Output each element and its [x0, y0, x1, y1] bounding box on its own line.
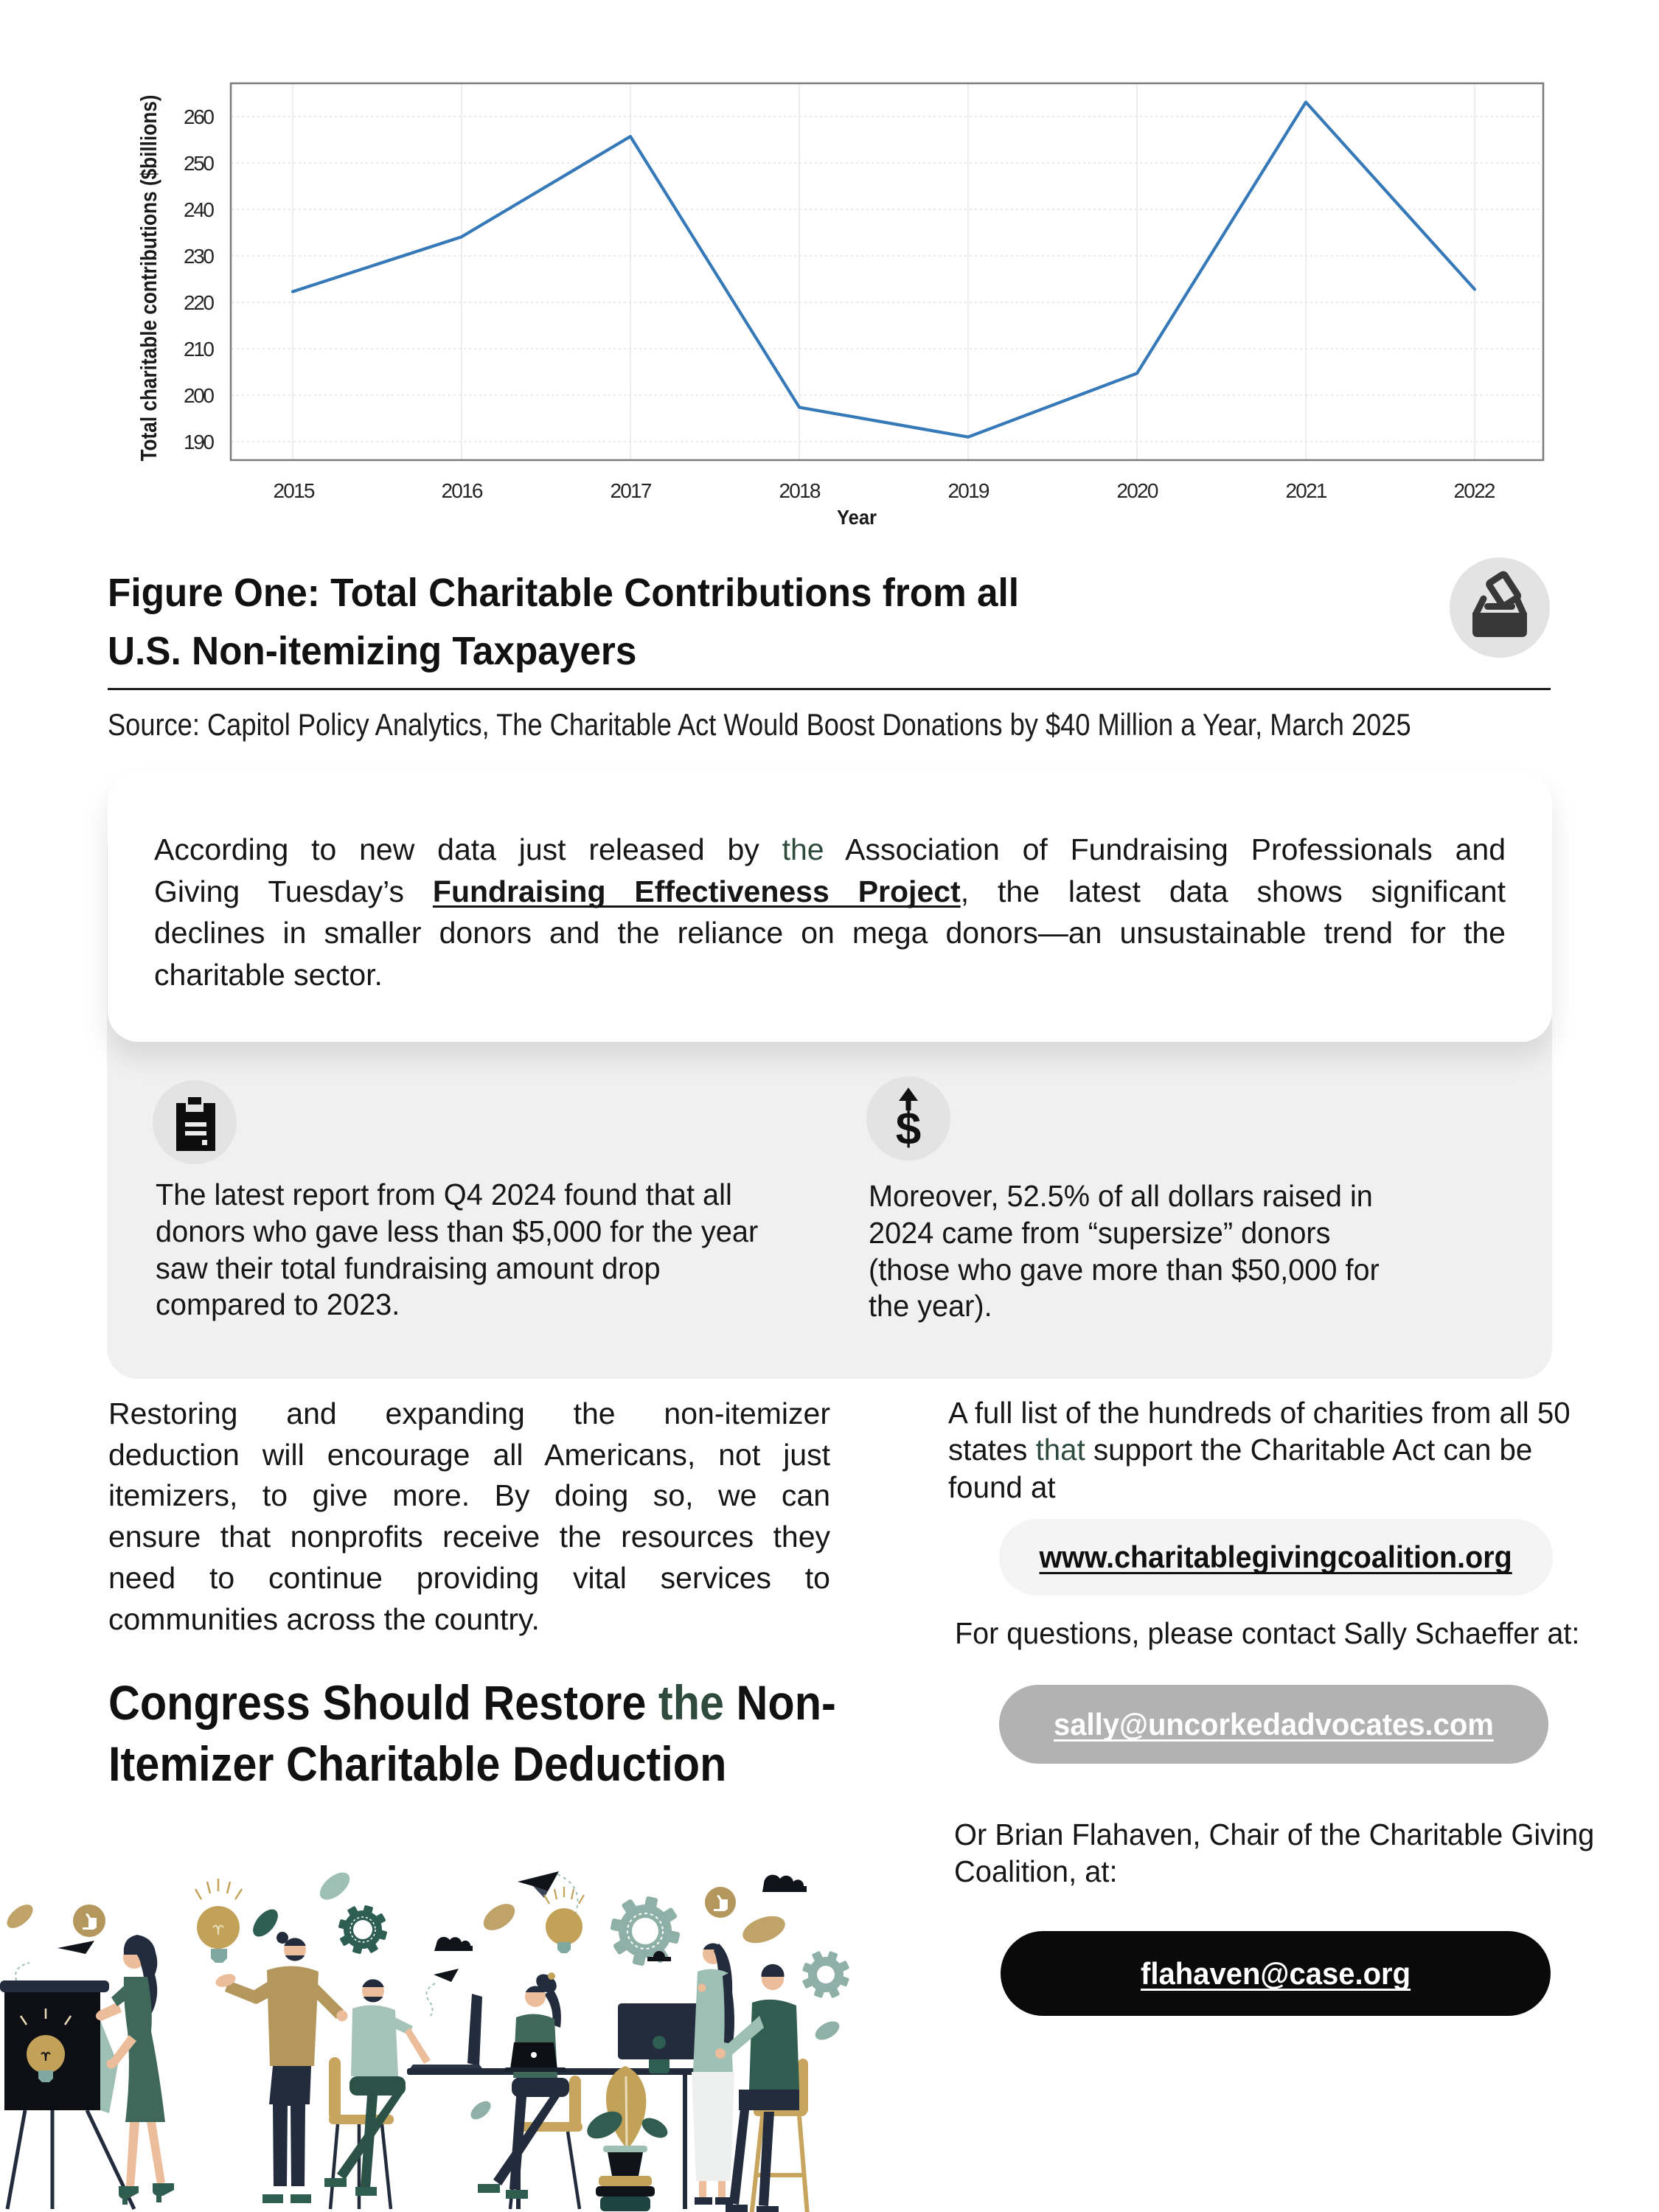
- svg-text:2015: 2015: [274, 479, 316, 502]
- svg-text:250: 250: [184, 152, 215, 175]
- svg-text:2018: 2018: [779, 479, 821, 502]
- svg-text:2019: 2019: [948, 479, 990, 502]
- svg-text:220: 220: [184, 291, 215, 314]
- svg-text:230: 230: [184, 245, 215, 268]
- svg-text:2017: 2017: [611, 479, 653, 502]
- svg-text:Year: Year: [837, 506, 877, 529]
- svg-text:200: 200: [184, 384, 215, 407]
- svg-text:2022: 2022: [1454, 479, 1496, 502]
- svg-text:210: 210: [184, 338, 215, 361]
- svg-text:240: 240: [184, 198, 215, 221]
- svg-text:2021: 2021: [1286, 479, 1328, 502]
- svg-text:2020: 2020: [1117, 479, 1159, 502]
- svg-text:2016: 2016: [442, 479, 484, 502]
- svg-text:$: $: [896, 1104, 921, 1155]
- svg-text:190: 190: [184, 431, 215, 453]
- svg-text:260: 260: [184, 105, 215, 128]
- svg-text:Total charitable contributions: Total charitable contributions ($billion…: [136, 95, 161, 462]
